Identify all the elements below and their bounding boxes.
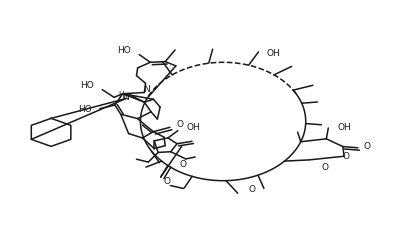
Text: OH: OH xyxy=(266,49,280,58)
Text: O: O xyxy=(322,163,329,172)
Text: O: O xyxy=(342,152,350,161)
Text: O: O xyxy=(364,142,371,151)
Text: N: N xyxy=(122,93,129,102)
Text: O: O xyxy=(164,177,171,186)
Text: OH: OH xyxy=(187,122,200,131)
Text: HO: HO xyxy=(80,81,93,90)
Text: HO: HO xyxy=(79,105,92,114)
Text: H: H xyxy=(118,91,124,100)
Text: O: O xyxy=(248,185,255,194)
Text: HO: HO xyxy=(117,46,130,55)
Text: OH: OH xyxy=(337,123,351,132)
Text: N: N xyxy=(143,85,150,94)
Text: O: O xyxy=(177,120,184,129)
Text: O: O xyxy=(179,160,186,169)
